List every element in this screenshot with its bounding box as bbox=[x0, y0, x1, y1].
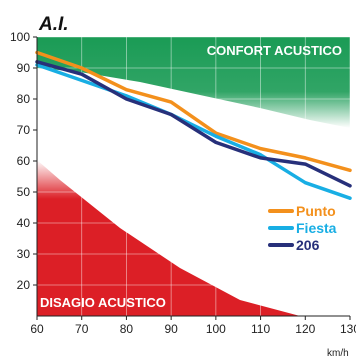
series-line-punto bbox=[35, 50, 352, 173]
x-tick-label: 80 bbox=[120, 322, 134, 336]
data-point-punto bbox=[169, 100, 173, 104]
data-point-fiesta bbox=[303, 181, 307, 185]
series-line-fiesta bbox=[35, 63, 352, 200]
y-tick-label: 20 bbox=[17, 278, 31, 292]
data-point-fiesta bbox=[259, 153, 263, 157]
x-tick-label: 100 bbox=[206, 322, 226, 336]
data-point-punto bbox=[259, 147, 263, 151]
x-tick-label: 70 bbox=[75, 322, 89, 336]
y-tick-label: 90 bbox=[17, 61, 31, 75]
y-tick-label: 60 bbox=[17, 154, 31, 168]
x-tick-label: 90 bbox=[164, 322, 178, 336]
y-tick-label: 80 bbox=[17, 92, 31, 106]
data-point-fiesta bbox=[80, 78, 84, 82]
data-point-206 bbox=[169, 113, 173, 116]
comfort-zone-label: CONFORT ACUSTICO bbox=[207, 43, 342, 58]
data-point-fiesta bbox=[348, 196, 352, 200]
data-point-punto bbox=[348, 168, 352, 172]
data-point-206 bbox=[348, 184, 352, 188]
x-axis-unit: km/h bbox=[327, 348, 349, 356]
y-tick-label: 30 bbox=[17, 247, 31, 261]
data-point-206 bbox=[124, 97, 128, 101]
data-point-206 bbox=[214, 140, 218, 144]
comfort-zone bbox=[37, 37, 350, 128]
legend-label-fiesta: Fiesta bbox=[296, 220, 337, 236]
y-tick-label: 40 bbox=[17, 216, 31, 230]
data-point-punto bbox=[124, 88, 128, 92]
y-tick-label: 50 bbox=[17, 185, 31, 199]
x-tick-label: 120 bbox=[295, 322, 315, 336]
y-tick-label: 70 bbox=[17, 123, 31, 137]
x-tick-label: 130 bbox=[340, 322, 356, 336]
axes bbox=[36, 37, 350, 317]
data-point-fiesta bbox=[214, 134, 218, 138]
y-axis-title: A.I. bbox=[38, 14, 69, 35]
data-point-206 bbox=[80, 72, 84, 76]
data-point-punto bbox=[303, 156, 307, 160]
discomfort-zone bbox=[37, 160, 300, 316]
legend-label-punto: Punto bbox=[296, 203, 336, 219]
data-point-punto bbox=[80, 66, 84, 70]
data-point-punto bbox=[214, 131, 218, 135]
y-tick-label: 100 bbox=[10, 30, 30, 44]
legend-label-206: 206 bbox=[296, 237, 320, 253]
series-line-206 bbox=[35, 60, 352, 188]
discomfort-zone-label: DISAGIO ACUSTICO bbox=[40, 295, 166, 310]
x-tick-label: 60 bbox=[30, 322, 44, 336]
data-point-206 bbox=[259, 156, 263, 160]
x-tick-label: 110 bbox=[251, 322, 270, 336]
data-point-206 bbox=[303, 162, 307, 166]
